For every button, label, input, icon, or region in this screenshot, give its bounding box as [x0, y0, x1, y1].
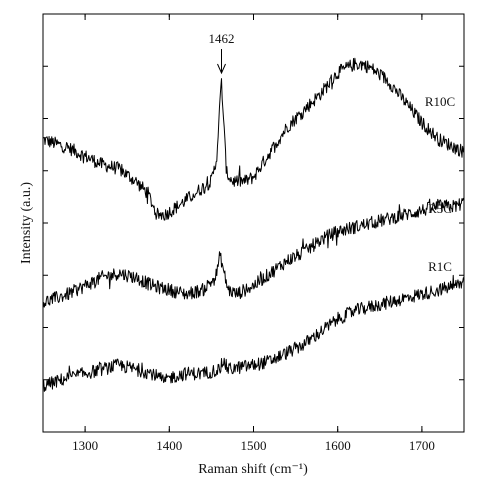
labels-layer: R10C R5C R1C 1462	[209, 31, 456, 274]
y-axis-title: Intensity (a.u.)	[19, 182, 34, 264]
series-line-r5c	[42, 197, 465, 309]
peak-annotation-label: 1462	[209, 31, 235, 46]
series-layer	[42, 57, 465, 392]
ticks-layer: 1300 1400 1500 1600 1700	[43, 14, 464, 453]
series-line-r10c	[42, 57, 465, 221]
peak-annotation-arrow-head	[217, 63, 226, 75]
x-axis-title: Raman shift (cm⁻¹)	[198, 462, 308, 477]
x-tick-label-1500: 1500	[241, 438, 267, 453]
x-tick-label-1600: 1600	[325, 438, 351, 453]
x-tick-label-1700: 1700	[409, 438, 435, 453]
x-tick-label-1300: 1300	[72, 438, 98, 453]
series-label-r10c: R10C	[425, 94, 455, 109]
series-label-r5c: R5C	[428, 201, 452, 216]
x-tick-label-1400: 1400	[156, 438, 182, 453]
series-line-r1c	[42, 274, 465, 392]
series-label-r1c: R1C	[428, 259, 452, 274]
